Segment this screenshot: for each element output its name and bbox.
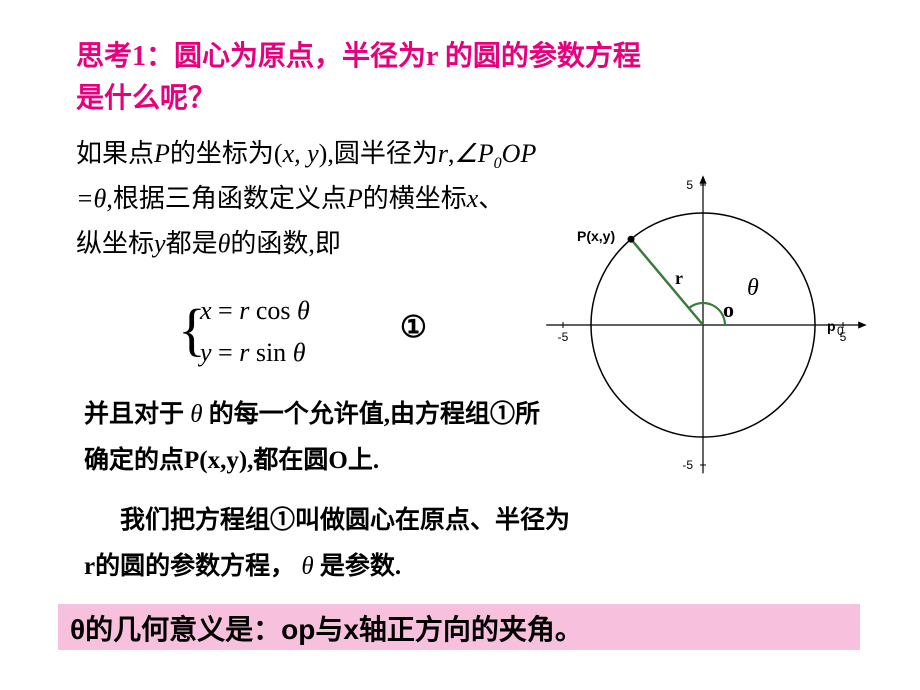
t: ),圆半径为 xyxy=(319,139,438,168)
highlight-text: θ的几何意义是：op与x轴正方向的夹角。 xyxy=(70,608,583,648)
svg-text:P(x,y): P(x,y) xyxy=(577,228,615,244)
svg-text:θ: θ xyxy=(747,275,759,301)
t: 如果点 xyxy=(76,139,154,168)
t: 的函数,即 xyxy=(230,229,341,258)
t: 是参数. xyxy=(314,553,402,580)
var-x: x xyxy=(467,184,479,213)
circle-diagram: -5-555P(x,y)p0oθr xyxy=(528,170,868,480)
sub0: 0 xyxy=(494,155,502,172)
eq-sign: = xyxy=(212,338,240,367)
svg-text:-5: -5 xyxy=(682,458,693,472)
explanation-para-1: 如果点P的坐标为(x, y),圆半径为r,∠P0OP =θ,根据三角函数定义点P… xyxy=(76,132,536,266)
t: 都是 xyxy=(166,229,218,258)
t: 纵坐标 xyxy=(76,229,154,258)
t: 并且对于 xyxy=(84,401,190,428)
svg-text:5: 5 xyxy=(686,178,693,192)
var-P: P xyxy=(347,184,363,213)
svg-text:0: 0 xyxy=(837,324,844,338)
var-r: r xyxy=(438,139,448,168)
svg-text:p: p xyxy=(827,318,836,334)
title-line2: 是什么呢？ xyxy=(76,83,216,114)
eq-row-1: x = r cos θ xyxy=(200,290,310,332)
title-line1: 思考1：圆心为原点，半径为r 的圆的参数方程 xyxy=(76,41,641,72)
t: 我们把方程组①叫做圆心在原点、半径为 xyxy=(120,507,570,534)
var-theta: θ xyxy=(94,184,107,213)
var-r: r xyxy=(239,338,256,367)
svg-text:o: o xyxy=(723,297,734,322)
var-P: P xyxy=(478,139,494,168)
t: ,根据三角函数定义点 xyxy=(106,184,347,213)
t: 、 xyxy=(478,184,504,213)
var-y: y xyxy=(154,229,166,258)
var-OP: OP xyxy=(502,139,537,168)
var-theta: θ xyxy=(293,338,306,367)
var-r: r xyxy=(239,296,256,325)
equation-system: { x = r cos θ y = r sin θ xyxy=(200,290,310,373)
svg-text:-5: -5 xyxy=(558,330,569,344)
t: 的横坐标 xyxy=(363,184,467,213)
explanation-para-2: 并且对于 θ 的每一个允许值,由方程组①所 确定的点P(x,y),都在圆O上. xyxy=(84,392,540,485)
angle-sym: ∠ xyxy=(454,139,477,168)
circled-one-marker: ① xyxy=(400,310,427,345)
left-brace: { xyxy=(178,290,206,370)
t: r的圆的参数方程， xyxy=(84,553,301,580)
var-theta: θ xyxy=(218,229,231,258)
eq-sign: = xyxy=(212,296,240,325)
fn-sin: sin xyxy=(256,338,293,367)
var-P: P xyxy=(154,139,170,168)
var-theta: θ xyxy=(190,401,202,428)
svg-text:r: r xyxy=(675,268,683,288)
eq-row-2: y = r sin θ xyxy=(200,332,310,374)
question-title: 思考1：圆心为原点，半径为r 的圆的参数方程 是什么呢？ xyxy=(76,36,641,120)
var-theta: θ xyxy=(297,296,310,325)
eq-sign: = xyxy=(76,184,94,213)
t: 的每一个允许值,由方程组①所 xyxy=(203,401,541,428)
t: 确定的点P(x,y),都在圆O上. xyxy=(84,447,379,474)
conclusion-para: 我们把方程组①叫做圆心在原点、半径为 r的圆的参数方程， θ 是参数. xyxy=(120,498,570,591)
var-theta: θ xyxy=(301,553,313,580)
var-xy: x, y xyxy=(283,139,319,168)
fn-cos: cos xyxy=(256,296,297,325)
t: 的坐标为( xyxy=(170,139,283,168)
